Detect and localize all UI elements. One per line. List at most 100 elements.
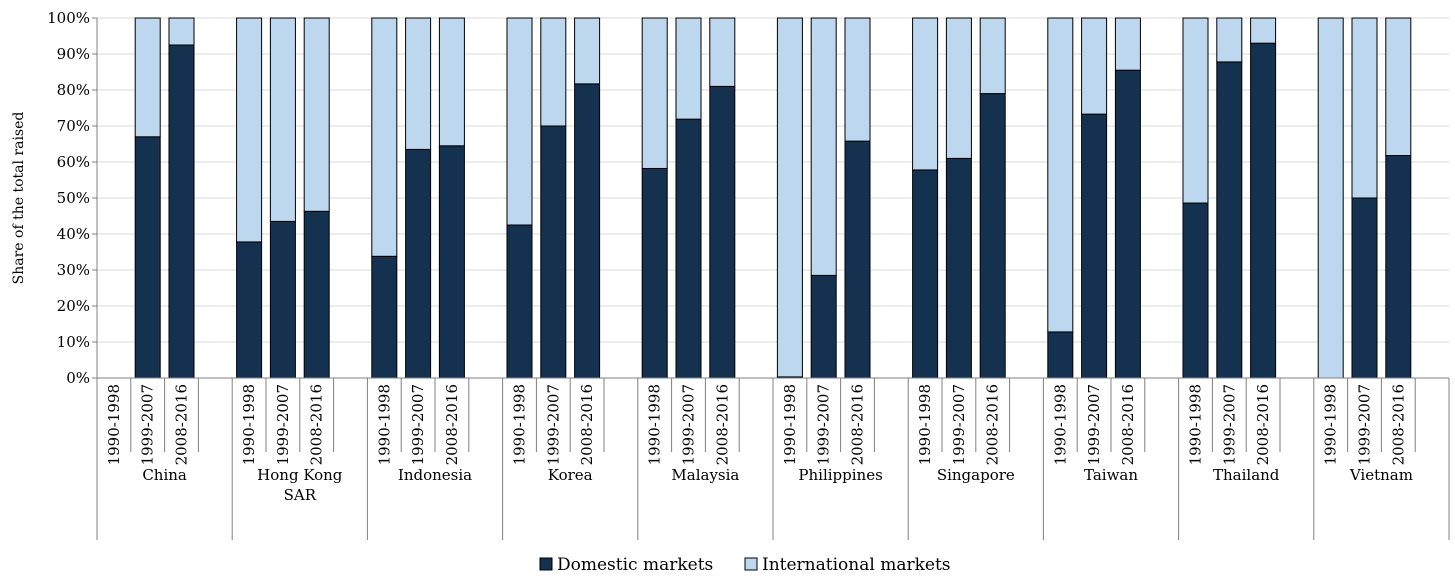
x-tick-label: 1999-2007	[950, 384, 968, 465]
x-category-label: Philippines	[798, 466, 882, 484]
x-tick-label: 2008-2016	[1119, 384, 1137, 465]
x-tick-label: 2008-2016	[713, 384, 731, 465]
bar-domestic	[438, 145, 465, 379]
bar-international	[1047, 17, 1074, 333]
y-tick-label: 50%	[57, 189, 90, 207]
bar-domestic	[371, 255, 398, 379]
bar-domestic	[1385, 155, 1412, 379]
bar-international	[405, 17, 432, 150]
bar-international	[1216, 17, 1243, 63]
y-tick-label: 60%	[57, 153, 90, 171]
x-tick-label: 2008-2016	[1389, 384, 1407, 465]
bar-international	[1114, 17, 1141, 71]
bar-domestic	[168, 44, 195, 379]
y-axis-ticks: 0% 10% 20% 30% 40% 50% 60% 70% 80% 90% 100%	[47, 9, 97, 387]
bar-domestic	[1351, 197, 1378, 379]
bar-international	[506, 17, 533, 226]
bar-international	[438, 17, 465, 147]
y-tick-label: 90%	[57, 45, 90, 63]
bar-international	[912, 17, 939, 171]
legend-label-domestic: Domestic markets	[557, 555, 713, 575]
y-axis-label: Share of the total raised	[11, 112, 27, 285]
bar-domestic	[979, 93, 1006, 379]
x-tick-label: 1990-1998	[240, 384, 258, 465]
bar-domestic	[574, 83, 601, 379]
x-tick-label: 2008-2016	[578, 384, 596, 465]
x-tick-label: 2008-2016	[849, 384, 867, 465]
x-tick-label: 1990-1998	[646, 384, 664, 465]
x-tick-label: 2008-2016	[1254, 384, 1272, 465]
y-tick-label: 70%	[57, 117, 90, 135]
x-tick-label: 2008-2016	[984, 384, 1002, 465]
bar-domestic	[844, 140, 871, 379]
bar-international	[1351, 17, 1378, 199]
bar-domestic	[1047, 331, 1074, 379]
x-tick-label: 1990-1998	[375, 384, 393, 465]
bar-domestic	[1081, 113, 1108, 379]
bar-international	[540, 17, 567, 127]
bar-international	[269, 17, 296, 222]
x-tick-label: 2008-2016	[308, 384, 326, 465]
y-tick-label: 100%	[47, 9, 90, 27]
y-tick-label: 20%	[57, 297, 90, 315]
bar-international	[1385, 17, 1412, 157]
x-tick-label: 1990-1998	[1051, 384, 1069, 465]
bar-international	[303, 17, 330, 212]
x-category-label: Singapore	[937, 466, 1015, 484]
bar-international	[709, 17, 736, 87]
bar-domestic	[810, 274, 837, 379]
x-axis: 1990-1998 1999-2007 2008-2016China1990-199…	[96, 18, 1450, 540]
bar-international	[1182, 17, 1209, 204]
x-tick-label: 1990-1998	[781, 384, 799, 465]
x-tick-label: 1999-2007	[1085, 384, 1103, 465]
x-category-label: China	[142, 466, 187, 484]
y-tick-label: 30%	[57, 261, 90, 279]
bar-domestic	[269, 220, 296, 379]
bar-international	[1081, 17, 1108, 115]
bar-international	[979, 17, 1006, 95]
x-tick-label: 1999-2007	[1220, 384, 1238, 465]
y-tick-label: 80%	[57, 81, 90, 99]
bar-international	[641, 17, 668, 169]
x-category-label: Korea	[548, 466, 593, 484]
bar-domestic	[134, 136, 161, 379]
x-tick-label: 1999-2007	[274, 384, 292, 465]
x-tick-label: 1990-1998	[1322, 384, 1340, 465]
x-tick-label: 1999-2007	[1356, 384, 1374, 465]
x-category-label: Vietnam	[1349, 466, 1413, 484]
bar-international	[168, 17, 195, 46]
y-tick-label: 40%	[57, 225, 90, 243]
bar-international	[675, 17, 702, 120]
bar-domestic	[540, 125, 567, 379]
bar-domestic	[405, 148, 432, 379]
bar-international	[134, 17, 161, 138]
bar-international	[945, 17, 972, 159]
bar-domestic	[1216, 61, 1243, 379]
legend: Domestic markets International markets	[539, 555, 951, 575]
x-category-label: Hong Kong	[257, 466, 343, 484]
legend-swatch-domestic	[539, 557, 553, 571]
bar-international	[810, 17, 837, 276]
x-category-label: Thailand	[1213, 466, 1280, 484]
bar-domestic	[303, 210, 330, 379]
x-tick-label: 1990-1998	[511, 384, 529, 465]
bar-international	[844, 17, 871, 142]
x-tick-label: 1990-1998	[1187, 384, 1205, 465]
legend-swatch-international	[744, 557, 758, 571]
x-tick-label: 1990-1998	[916, 384, 934, 465]
legend-label-international: International markets	[762, 555, 951, 575]
bar-domestic	[1182, 202, 1209, 379]
bar-international	[574, 17, 601, 85]
x-category-label: Indonesia	[398, 466, 472, 484]
x-tick-label: 1999-2007	[815, 384, 833, 465]
bar-international	[371, 17, 398, 257]
bar-domestic	[709, 85, 736, 379]
y-tick-label: 10%	[57, 333, 90, 351]
x-tick-label: 2008-2016	[173, 384, 191, 465]
bar-international	[236, 17, 263, 243]
y-tick-label: 0%	[66, 369, 90, 387]
bar-domestic	[912, 169, 939, 379]
bar-international	[776, 17, 803, 378]
bar-domestic	[236, 241, 263, 379]
bar-domestic	[675, 118, 702, 379]
